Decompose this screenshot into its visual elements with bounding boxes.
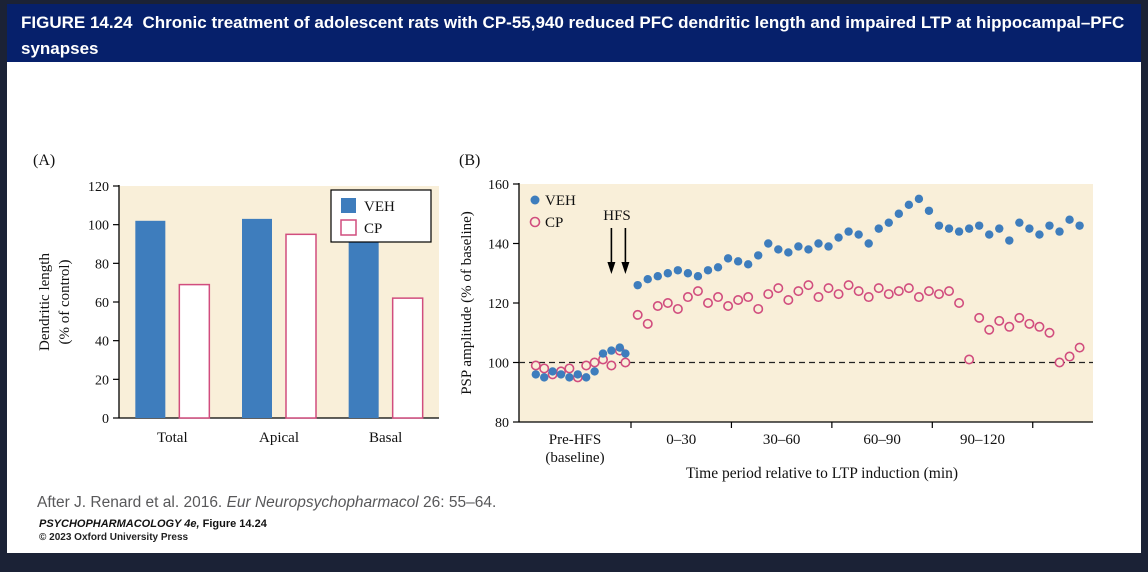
- figure-content-area: (A) (B) 0 20 40 60 80 100 120 Total Apical Basal D…: [7, 62, 1141, 553]
- svg-text:100: 100: [488, 357, 509, 372]
- svg-text:60: 60: [95, 296, 109, 311]
- svg-text:30–60: 30–60: [763, 432, 801, 448]
- svg-text:120: 120: [88, 180, 109, 195]
- svg-text:100: 100: [88, 219, 109, 234]
- caption-prefix: After J. Renard et al. 2016.: [37, 494, 227, 511]
- svg-text:40: 40: [95, 335, 109, 350]
- svg-text:0–30: 0–30: [666, 432, 696, 448]
- svg-text:Pre-HFS: Pre-HFS: [549, 432, 602, 448]
- svg-text:CP: CP: [545, 215, 563, 231]
- caption-journal: Eur Neuropsychopharmacol: [226, 494, 419, 511]
- caption-suffix: 26: 55–64.: [418, 494, 497, 511]
- panel-b-label: (B): [459, 152, 481, 169]
- svg-text:0: 0: [102, 412, 109, 427]
- book-title: PSYCHOPHARMACOLOGY 4e,: [39, 518, 200, 530]
- svg-text:140: 140: [488, 238, 509, 253]
- svg-text:CP: CP: [364, 221, 382, 237]
- svg-text:120: 120: [488, 297, 509, 312]
- svg-text:VEH: VEH: [364, 199, 395, 215]
- svg-text:Total: Total: [157, 430, 188, 446]
- figure-title-bar: FIGURE 14.24 Chronic treatment of adolesc…: [7, 4, 1141, 62]
- svg-text:20: 20: [95, 373, 109, 388]
- svg-text:VEH: VEH: [545, 193, 576, 209]
- source-caption: After J. Renard et al. 2016. Eur Neurops…: [37, 494, 496, 512]
- svg-text:80: 80: [495, 416, 509, 431]
- figure-number-label: FIGURE 14.24: [21, 13, 133, 32]
- svg-text:90–120: 90–120: [960, 432, 1005, 448]
- svg-text:(% of control): (% of control): [57, 260, 73, 345]
- svg-text:Time period relative to LTP in: Time period relative to LTP induction (m…: [686, 465, 958, 482]
- svg-text:160: 160: [488, 178, 509, 193]
- svg-text:(baseline): (baseline): [545, 450, 604, 466]
- copyright-line: © 2023 Oxford University Press: [39, 532, 189, 543]
- panel-a-label: (A): [33, 152, 56, 169]
- svg-text:Apical: Apical: [259, 430, 299, 446]
- panel-b-scatter-chart: 80 100 120 140 160 VEH CP HFS Pre-HFS (baseline) 0…: [459, 178, 1093, 482]
- svg-text:Basal: Basal: [369, 430, 402, 446]
- svg-text:80: 80: [95, 257, 109, 272]
- svg-text:60–90: 60–90: [863, 432, 901, 448]
- panel-a-bar-chart: 0 20 40 60 80 100 120 Total Apical Basal Dendritic…: [37, 180, 439, 446]
- book-figure-ref: Figure 14.24: [199, 518, 267, 530]
- svg-text:Dendritic length: Dendritic length: [37, 253, 53, 351]
- svg-text:PSP amplitude (% of baseline): PSP amplitude (% of baseline): [459, 211, 475, 395]
- svg-text:HFS: HFS: [603, 208, 631, 224]
- book-credit-line: PSYCHOPHARMACOLOGY 4e, Figure 14.24: [39, 518, 267, 530]
- figure-title-text: Chronic treatment of adolescent rats wit…: [21, 13, 1125, 59]
